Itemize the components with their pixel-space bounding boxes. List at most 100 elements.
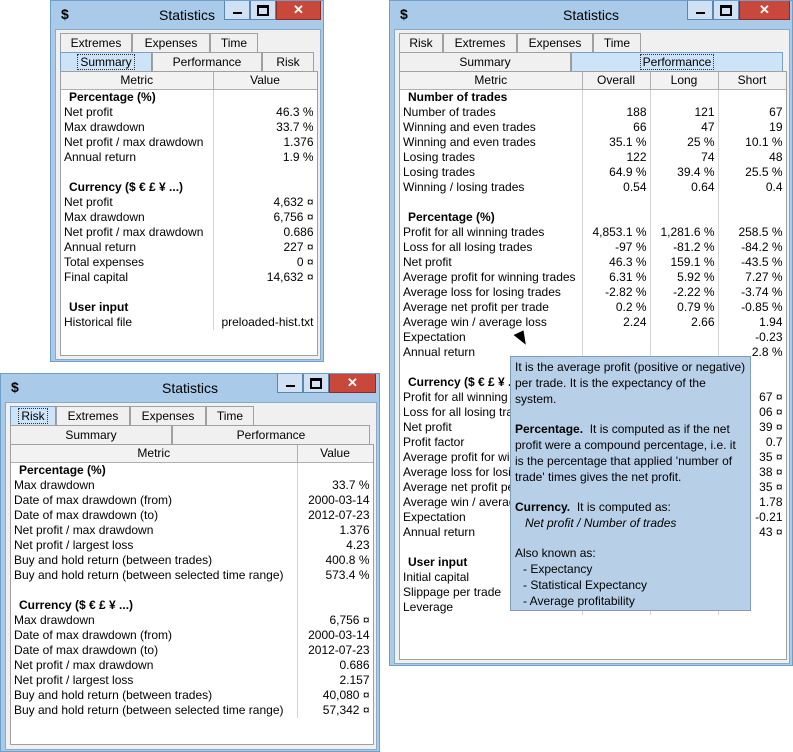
- column-header[interactable]: Value: [213, 72, 317, 90]
- tab-extremes[interactable]: Extremes: [56, 406, 130, 425]
- table-row[interactable]: Date of max drawdown (from) 2000-03-14: [11, 492, 373, 508]
- tab-performance[interactable]: Performance: [571, 52, 783, 71]
- table-row[interactable]: Historical file preloaded-hist.txt: [61, 314, 317, 330]
- title-bar[interactable]: $ Statistics ✕: [390, 1, 792, 29]
- table-row[interactable]: Max drawdown 33.7 %: [61, 119, 317, 135]
- tab-performance[interactable]: Performance: [172, 425, 370, 444]
- table-row[interactable]: Buy and hold return (between selected ti…: [11, 567, 373, 583]
- table-row[interactable]: Total expenses 0 ¤: [61, 254, 317, 270]
- table-row[interactable]: [400, 194, 786, 210]
- maximize-button[interactable]: [303, 374, 329, 393]
- column-header[interactable]: Metric: [400, 72, 583, 90]
- table-row[interactable]: Percentage (%): [400, 209, 786, 225]
- column-header[interactable]: Metric: [11, 445, 298, 463]
- maximize-button[interactable]: [713, 1, 739, 20]
- tab-summary-label: Summary: [77, 54, 135, 70]
- table-cell: 1.376: [213, 134, 317, 150]
- table-cell: 10.1 %: [718, 134, 786, 150]
- tab-summary[interactable]: Summary: [60, 52, 152, 71]
- table-row[interactable]: Buy and hold return (between selected ti…: [11, 702, 373, 718]
- minimize-button[interactable]: [277, 374, 303, 393]
- table-row[interactable]: Loss for all losing trades -97 % -81.2 % -8…: [400, 239, 786, 255]
- table-row[interactable]: Buy and hold return (between trades) 40,0…: [11, 687, 373, 703]
- tab-expenses[interactable]: Expenses: [517, 33, 593, 52]
- table-row[interactable]: Net profit / max drawdown 0.686: [61, 224, 317, 240]
- table-row[interactable]: Average loss for losing trades -2.82 % -2.…: [400, 284, 786, 300]
- tab-expenses[interactable]: Expenses: [132, 33, 210, 52]
- table-cell: 2012-07-23: [297, 507, 373, 523]
- table-row[interactable]: User input: [61, 299, 317, 315]
- table-row[interactable]: Net profit / max drawdown 0.686: [11, 657, 373, 673]
- title-bar[interactable]: $ Statistics ✕: [51, 1, 323, 29]
- table-cell: Historical file: [61, 314, 214, 330]
- table-row[interactable]: Max drawdown 6,756 ¤: [11, 612, 373, 628]
- close-button[interactable]: ✕: [739, 1, 790, 20]
- table-row[interactable]: Net profit 4,632 ¤: [61, 194, 317, 210]
- table-cell: 25 %: [650, 134, 719, 150]
- column-header[interactable]: Long: [650, 72, 719, 90]
- table-row[interactable]: Buy and hold return (between trades) 400.…: [11, 552, 373, 568]
- table-row[interactable]: Losing trades 64.9 % 39.4 % 25.5 %: [400, 164, 786, 180]
- tab-risk[interactable]: Risk: [10, 406, 56, 425]
- tab-summary[interactable]: Summary: [10, 425, 172, 444]
- tab-extremes[interactable]: Extremes: [443, 33, 517, 52]
- table-row[interactable]: Currency ($ € £ ¥ ...): [61, 179, 317, 195]
- table-row[interactable]: Average win / average loss 2.24 2.66 1.94: [400, 314, 786, 330]
- column-header[interactable]: Overall: [582, 72, 651, 90]
- table-row[interactable]: Final capital 14,632 ¤: [61, 269, 317, 285]
- minimize-button[interactable]: [224, 1, 250, 20]
- table-row[interactable]: Expectation -0.23: [400, 329, 786, 345]
- table-cell: 0.4: [718, 179, 786, 195]
- table-row[interactable]: Net profit 46.3 % 159.1 % -43.5 %: [400, 254, 786, 270]
- table-row[interactable]: [61, 164, 317, 180]
- maximize-button[interactable]: [250, 1, 276, 20]
- table-row[interactable]: Net profit 46.3 %: [61, 104, 317, 120]
- table-row[interactable]: Winning and even trades 66 47 19: [400, 119, 786, 135]
- tab-time[interactable]: Time: [593, 33, 641, 52]
- tab-time[interactable]: Time: [210, 33, 258, 52]
- table-row[interactable]: Annual return 2.8 %: [400, 344, 786, 360]
- table-row[interactable]: Winning / losing trades 0.54 0.64 0.4: [400, 179, 786, 195]
- table-row[interactable]: Net profit / largest loss 4.23: [11, 537, 373, 553]
- tab-risk[interactable]: Risk: [262, 52, 314, 71]
- title-bar[interactable]: $ Statistics ✕: [1, 374, 379, 402]
- table-row[interactable]: Losing trades 122 74 48: [400, 149, 786, 165]
- table-row[interactable]: Net profit / largest loss 2.157: [11, 672, 373, 688]
- table-row[interactable]: Currency ($ € £ ¥ ...): [11, 597, 373, 613]
- table-row[interactable]: Net profit / max drawdown 1.376: [11, 522, 373, 538]
- minimize-button[interactable]: [687, 1, 713, 20]
- table-row[interactable]: Date of max drawdown (to) 2012-07-23: [11, 642, 373, 658]
- table-row[interactable]: [61, 284, 317, 300]
- table-cell: 2000-03-14: [297, 627, 373, 643]
- table-row[interactable]: Profit for all winning trades 4,853.1 % 1,…: [400, 224, 786, 240]
- table-row[interactable]: Percentage (%): [11, 462, 373, 478]
- close-button[interactable]: ✕: [276, 1, 321, 20]
- table-row[interactable]: Annual return 227 ¤: [61, 239, 317, 255]
- tooltip-currency-formula: Net profit / Number of trades: [525, 516, 677, 530]
- table-row[interactable]: Number of trades 188 121 67: [400, 104, 786, 120]
- column-header[interactable]: Value: [297, 445, 373, 463]
- tab-expenses[interactable]: Expenses: [130, 406, 206, 425]
- table-row[interactable]: [11, 582, 373, 598]
- tab-performance[interactable]: Performance: [152, 52, 262, 71]
- tab-time[interactable]: Time: [206, 406, 254, 425]
- minimize-icon: [232, 11, 242, 14]
- tab-extremes[interactable]: Extremes: [60, 33, 132, 52]
- close-button[interactable]: ✕: [329, 374, 376, 393]
- table-row[interactable]: Winning and even trades 35.1 % 25 % 10.1 %: [400, 134, 786, 150]
- column-header[interactable]: Metric: [61, 72, 214, 90]
- table-row[interactable]: Average profit for winning trades 6.31 % 5…: [400, 269, 786, 285]
- table-row[interactable]: Annual return 1.9 %: [61, 149, 317, 165]
- table-row[interactable]: Percentage (%): [61, 89, 317, 105]
- table-row[interactable]: Date of max drawdown (to) 2012-07-23: [11, 507, 373, 523]
- table-row[interactable]: Max drawdown 33.7 %: [11, 477, 373, 493]
- table-row[interactable]: Max drawdown 6,756 ¤: [61, 209, 317, 225]
- tab-risk[interactable]: Risk: [399, 33, 443, 52]
- column-header[interactable]: Short: [718, 72, 786, 90]
- table-row[interactable]: Average net profit per trade 0.2 % 0.79 % -…: [400, 299, 786, 315]
- tab-summary[interactable]: Summary: [399, 52, 571, 71]
- table-row[interactable]: Number of trades: [400, 89, 786, 105]
- table-row[interactable]: Net profit / max drawdown 1.376: [61, 134, 317, 150]
- table-row[interactable]: Date of max drawdown (from) 2000-03-14: [11, 627, 373, 643]
- table-cell: 4,853.1 %: [582, 224, 651, 240]
